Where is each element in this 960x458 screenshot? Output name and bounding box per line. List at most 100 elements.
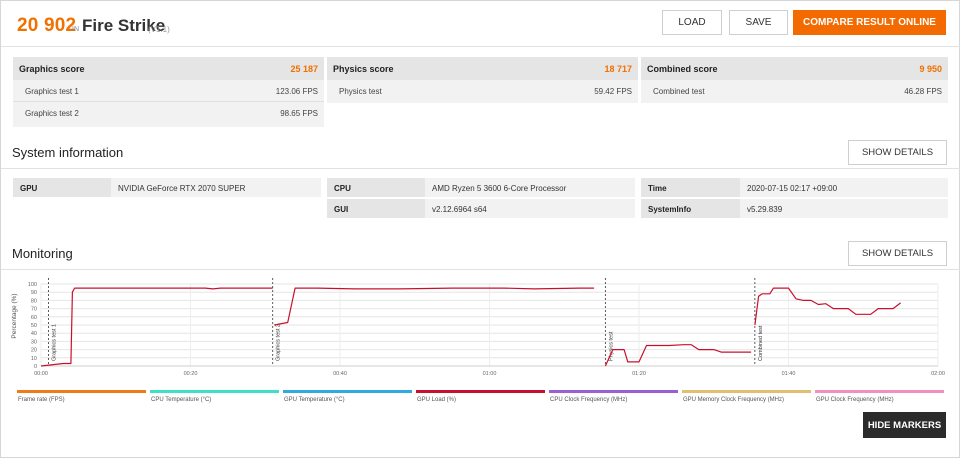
systeminfo-value-cell: v5.29.839 <box>740 199 948 218</box>
y-tick-label: 10 <box>31 356 37 362</box>
graphics-score-header: Graphics score 25 187 <box>13 57 324 80</box>
physics-score-panel: Physics score 18 717 Physics test 59.42 … <box>327 57 638 103</box>
monitoring-chart: 0 10 20 30 40 50 60 70 80 90 100 00:00 00:20 00:40 01:… <box>11 278 945 377</box>
save-button[interactable]: SAVE <box>729 10 788 35</box>
y-tick-label: 80 <box>31 298 37 304</box>
physics-score-title: Physics score <box>333 64 394 74</box>
y-tick-label: 50 <box>31 323 37 329</box>
combined-score-panel: Combined score 9 950 Combined test 46.28… <box>641 57 948 103</box>
systeminfo-key: SystemInfo <box>648 205 692 214</box>
gui-value: v2.12.6964 s64 <box>432 205 487 214</box>
physics-test-value: 59.42 FPS <box>594 87 632 96</box>
overall-score: 20 902 <box>17 15 77 36</box>
y-tick-label: 20 <box>31 348 37 354</box>
legend-swatch <box>549 390 678 393</box>
legend-swatch <box>682 390 811 393</box>
gpu-value-cell: NVIDIA GeForce RTX 2070 SUPER <box>111 178 321 197</box>
legend-swatch <box>17 390 146 393</box>
graphics-test-2-row: Graphics test 2 98.65 FPS <box>13 103 324 124</box>
legend-label: GPU Load (%) <box>417 397 457 403</box>
cpu-key-cell: CPU <box>327 178 425 197</box>
combined-score-value: 9 950 <box>919 64 942 74</box>
system-section-divider <box>1 168 960 169</box>
x-tick-label: 02:00 <box>931 371 945 377</box>
gui-key-cell: GUI <box>327 199 425 218</box>
legend-label: CPU Temperature (°C) <box>151 397 212 403</box>
time-value: 2020-07-15 02:17 +09:00 <box>747 184 838 193</box>
physics-score-header: Physics score 18 717 <box>327 57 638 80</box>
graphics-test-1-label: Graphics test 1 <box>25 87 79 96</box>
test-marker-label: Graphics test 1 <box>51 324 57 361</box>
y-tick-label: 90 <box>31 290 37 296</box>
gpu-value: NVIDIA GeForce RTX 2070 SUPER <box>118 184 246 193</box>
legend-label: GPU Temperature (°C) <box>284 397 345 403</box>
legend-swatch <box>815 390 944 393</box>
x-tick-label: 01:00 <box>483 371 497 377</box>
combined-test-row: Combined test 46.28 FPS <box>641 81 948 102</box>
legend-label: CPU Clock Frequency (MHz) <box>550 397 628 403</box>
combined-test-label: Combined test <box>653 87 705 96</box>
y-tick-label: 40 <box>31 331 37 337</box>
time-key: Time <box>648 184 667 193</box>
cpu-key: CPU <box>334 184 351 193</box>
legend-swatch <box>416 390 545 393</box>
result-header: 20 902 IN Fire Strike (V1.1) LOAD SAVE C… <box>1 1 960 47</box>
y-tick-label: 70 <box>31 307 37 313</box>
graphics-score-title: Graphics score <box>19 64 85 74</box>
time-value-cell: 2020-07-15 02:17 +09:00 <box>740 178 948 197</box>
load-button[interactable]: LOAD <box>662 10 722 35</box>
gpu-load-series-line <box>754 287 901 326</box>
x-tick-label: 01:40 <box>782 371 796 377</box>
legend-swatch <box>283 390 412 393</box>
physics-score-value: 18 717 <box>604 64 632 74</box>
cpu-value-cell: AMD Ryzen 5 3600 6-Core Processor <box>425 178 635 197</box>
test-marker-label: Physics test <box>608 331 614 361</box>
monitoring-title: Monitoring <box>12 246 73 261</box>
time-key-cell: Time <box>641 178 740 197</box>
gpu-key: GPU <box>20 184 38 193</box>
gpu-key-cell: GPU <box>13 178 111 197</box>
compare-result-online-button[interactable]: COMPARE RESULT ONLINE <box>793 10 946 35</box>
x-tick-label: 00:20 <box>184 371 198 377</box>
gpu-load-series-line <box>604 344 752 367</box>
test-marker-label: Graphics test 2 <box>276 324 282 361</box>
physics-test-row: Physics test 59.42 FPS <box>327 81 638 102</box>
hide-markers-button[interactable]: HIDE MARKERS <box>863 412 946 438</box>
monitoring-section-divider <box>1 269 960 270</box>
gpu-load-series-line <box>40 287 273 367</box>
systeminfo-key-cell: SystemInfo <box>641 199 740 218</box>
graphics-test-2-label: Graphics test 2 <box>25 109 79 118</box>
legend-swatch <box>150 390 279 393</box>
combined-score-title: Combined score <box>647 64 718 74</box>
systeminfo-value: v5.29.839 <box>747 205 783 214</box>
gui-value-cell: v2.12.6964 s64 <box>425 199 635 218</box>
graphics-score-value: 25 187 <box>290 64 318 74</box>
y-axis-label: Percentage (%) <box>11 293 18 338</box>
x-tick-label: 00:00 <box>34 371 48 377</box>
gpu-load-series-line <box>274 287 595 326</box>
benchmark-name: Fire Strike <box>82 16 166 35</box>
monitoring-show-details-button[interactable]: SHOW DETAILS <box>848 241 947 266</box>
test-marker-label: Combined test <box>758 325 764 361</box>
legend-label: GPU Clock Frequency (MHz) <box>816 397 894 403</box>
y-tick-label: 30 <box>31 339 37 345</box>
legend-label: Frame rate (FPS) <box>18 397 65 403</box>
in-label: IN <box>72 26 79 33</box>
system-show-details-button[interactable]: SHOW DETAILS <box>848 140 947 165</box>
legend-label: GPU Memory Clock Frequency (MHz) <box>683 397 785 403</box>
graphics-test-1-value: 123.06 FPS <box>275 87 318 96</box>
combined-test-value: 46.28 FPS <box>904 87 942 96</box>
x-tick-label: 00:40 <box>333 371 347 377</box>
graphics-test-2-value: 98.65 FPS <box>280 109 318 118</box>
combined-score-header: Combined score 9 950 <box>641 57 948 80</box>
gui-key: GUI <box>334 205 349 214</box>
y-tick-label: 0 <box>34 364 37 370</box>
system-information-title: System information <box>12 145 124 160</box>
cpu-value: AMD Ryzen 5 3600 6-Core Processor <box>432 184 567 193</box>
graphics-test-1-row: Graphics test 1 123.06 FPS <box>13 81 324 102</box>
y-tick-label: 100 <box>28 282 37 288</box>
benchmark-version: (V1.1) <box>148 25 170 34</box>
y-tick-label: 60 <box>31 315 37 321</box>
physics-test-label: Physics test <box>339 87 382 96</box>
